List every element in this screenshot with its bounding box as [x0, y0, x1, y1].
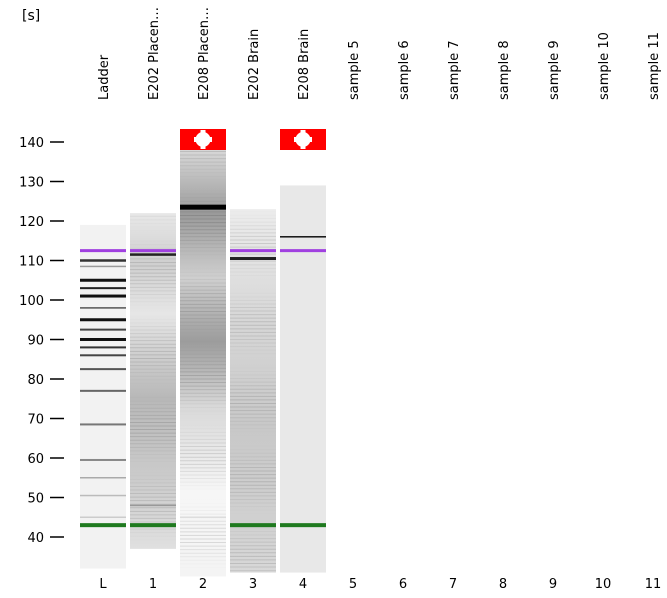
lane-name: sample 5 — [347, 40, 362, 100]
band — [80, 328, 126, 331]
band — [80, 494, 126, 497]
lane-id: 7 — [449, 577, 457, 592]
lane-id: 4 — [299, 577, 307, 592]
band — [130, 253, 176, 256]
y-tick-label: 80 — [27, 373, 44, 388]
band — [80, 278, 126, 282]
lane-name: sample 6 — [397, 40, 412, 100]
band — [80, 249, 126, 253]
band — [280, 523, 326, 528]
y-unit-label: [s] — [22, 8, 41, 24]
y-tick-label: 90 — [27, 334, 44, 349]
lane-name: sample 7 — [447, 40, 462, 100]
band — [130, 504, 176, 507]
lane-name: sample 10 — [597, 32, 612, 100]
lane-name: E208 Placen… — [197, 7, 212, 100]
band — [180, 516, 226, 518]
band — [80, 265, 126, 268]
band — [80, 389, 126, 392]
band — [230, 257, 276, 261]
band — [280, 249, 326, 253]
band — [80, 346, 126, 349]
y-tick-label: 60 — [27, 452, 44, 467]
band — [130, 523, 176, 528]
lane-id: 2 — [199, 577, 207, 592]
band — [80, 338, 126, 341]
warning-flag-icon — [194, 137, 212, 142]
band — [130, 249, 176, 253]
band — [80, 523, 126, 528]
band — [80, 354, 126, 357]
band — [80, 516, 126, 518]
band — [230, 249, 276, 253]
lane-id: 8 — [499, 577, 507, 592]
band — [80, 287, 126, 290]
lane-id: 3 — [249, 577, 257, 592]
band — [230, 523, 276, 528]
band — [80, 307, 126, 309]
warning-flag-icon — [294, 137, 312, 142]
lane-id: 6 — [399, 577, 407, 592]
lane-background — [280, 185, 326, 573]
lane-name: Ladder — [97, 54, 112, 100]
lane-id: 9 — [549, 577, 557, 592]
lane-name: sample 11 — [647, 32, 662, 100]
lane-name: E202 Placen… — [147, 7, 162, 100]
y-tick-label: 130 — [19, 176, 44, 191]
lane-background — [180, 149, 226, 577]
y-tick-label: 40 — [27, 531, 44, 546]
y-tick-label: 100 — [19, 294, 44, 309]
y-tick-label: 110 — [19, 255, 44, 270]
lane-id: 10 — [595, 577, 612, 592]
band — [80, 477, 126, 479]
band — [80, 458, 126, 461]
y-tick-label: 120 — [19, 215, 44, 230]
lane-background — [230, 209, 276, 573]
y-tick-label: 140 — [19, 136, 44, 151]
lane-name: sample 9 — [547, 40, 562, 100]
band — [80, 423, 126, 426]
lane-background — [130, 213, 176, 549]
band — [80, 318, 126, 322]
lane-name: sample 8 — [497, 40, 512, 100]
band — [80, 259, 126, 262]
y-tick-label: 50 — [27, 492, 44, 507]
lane-id: L — [99, 577, 107, 592]
band — [280, 236, 326, 238]
lane-id: 1 — [149, 577, 157, 592]
lane-name: E208 Brain — [297, 29, 312, 100]
lane-id: 5 — [349, 577, 357, 592]
band — [80, 368, 126, 371]
lane-id: 11 — [645, 577, 662, 592]
lane-name: E202 Brain — [247, 29, 262, 100]
band — [180, 204, 226, 210]
y-tick-label: 70 — [27, 413, 44, 428]
band — [80, 294, 126, 298]
lane-background — [80, 224, 126, 569]
